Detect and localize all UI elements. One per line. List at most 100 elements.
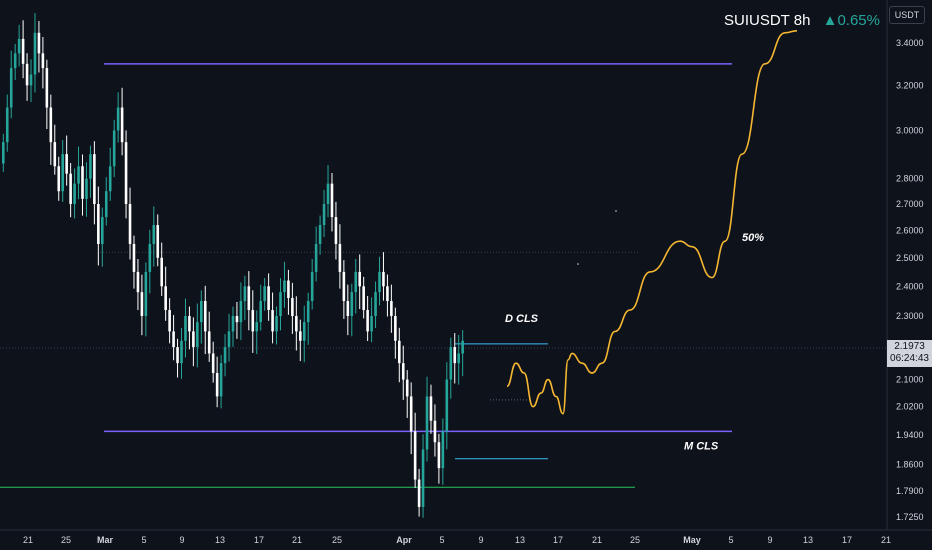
candle: [267, 286, 270, 310]
candle: [57, 166, 61, 192]
candle: [433, 420, 437, 443]
candle: [409, 396, 413, 432]
candle: [2, 142, 5, 164]
candle: [231, 316, 235, 332]
price-tick-label: 3.0000: [896, 125, 924, 135]
change-percent: 0.65%: [837, 12, 880, 29]
time-tick-label: 21: [881, 535, 891, 545]
candle: [192, 331, 195, 348]
last-price: 2.1973: [894, 341, 925, 352]
candle: [124, 142, 128, 205]
price-tick-label: 1.8600: [896, 459, 924, 469]
candle: [366, 309, 369, 332]
candle: [461, 340, 464, 354]
candle: [306, 301, 310, 323]
candle: [318, 225, 322, 244]
time-tick-label: 25: [61, 535, 71, 545]
last-price-badge: 2.1973 06:24:43: [887, 340, 932, 367]
candle: [283, 280, 286, 293]
candle: [41, 53, 45, 69]
candle: [176, 347, 179, 364]
candle: [374, 292, 377, 317]
candle: [235, 316, 239, 323]
time-tick-label: 21: [23, 535, 33, 545]
candle: [346, 301, 350, 317]
candle: [172, 331, 175, 348]
candle: [108, 166, 112, 192]
candle: [314, 243, 318, 272]
candle: [247, 286, 251, 310]
candle: [287, 280, 290, 299]
candle: [85, 178, 88, 199]
marker-dot: [615, 210, 617, 212]
time-tick-label: 9: [179, 535, 184, 545]
price-tick-label: 2.0200: [896, 402, 924, 412]
candle: [13, 53, 17, 69]
time-tick-label: 9: [478, 535, 483, 545]
candle: [112, 130, 116, 167]
time-tick-label: 5: [141, 535, 146, 545]
candle: [421, 449, 425, 507]
candle: [239, 301, 243, 323]
time-tick-label: May: [683, 535, 701, 545]
candle: [354, 271, 358, 293]
candle: [17, 38, 21, 54]
candle: [21, 38, 25, 64]
candle: [9, 68, 13, 108]
candle: [279, 292, 282, 317]
candle: [358, 271, 361, 287]
candle: [386, 286, 389, 302]
price-tick-label: 2.5000: [896, 253, 924, 263]
price-tick-label: 2.1000: [896, 375, 924, 385]
candle: [184, 316, 187, 341]
candle: [275, 316, 278, 332]
candle: [251, 309, 255, 332]
candle: [116, 107, 120, 131]
price-tick-label: 2.8000: [896, 174, 924, 184]
time-tick-label: 21: [592, 535, 602, 545]
candle: [77, 166, 80, 184]
candle: [322, 204, 326, 226]
price-tick-label: 2.6000: [896, 225, 924, 235]
annotation-label: M CLS: [684, 441, 719, 453]
annotation-label: 50%: [742, 232, 764, 244]
candle: [227, 331, 231, 348]
time-tick-label: 5: [728, 535, 733, 545]
time-tick-label: 5: [439, 535, 444, 545]
projection-curve: [506, 29, 798, 415]
time-tick-label: 17: [553, 535, 563, 545]
candle: [144, 271, 148, 317]
candle: [188, 316, 191, 332]
candle: [93, 154, 96, 205]
candle: [401, 363, 405, 380]
candle: [45, 68, 49, 108]
level-lines[interactable]: [0, 63, 732, 488]
time-tick-label: 17: [842, 535, 852, 545]
time-tick-label: 9: [767, 535, 772, 545]
candle: [394, 316, 397, 341]
time-tick-label: 13: [515, 535, 525, 545]
candle: [196, 322, 199, 348]
symbol-header: SUIUSDT 8h ▲0.65%: [724, 12, 880, 29]
candle: [128, 204, 132, 244]
candle: [457, 353, 460, 364]
currency-badge[interactable]: USDT: [889, 6, 925, 24]
candle: [219, 363, 223, 397]
price-tick-label: 2.4000: [896, 281, 924, 291]
time-axis[interactable]: 21 25 Mar 5 9 13 17 21 25 Apr 5 9 13 17 21 25 May 5 9 13 17 2…: [23, 535, 891, 545]
interval-label: 8h: [793, 12, 811, 29]
candle: [140, 292, 144, 317]
candle: [417, 479, 421, 507]
price-tick-label: 2.7000: [896, 199, 924, 209]
symbol-name: SUIUSDT: [723, 12, 790, 29]
price-tick-label: 1.7900: [896, 486, 924, 496]
time-tick-label: Mar: [97, 535, 114, 545]
candle: [203, 301, 207, 332]
price-axis[interactable]: 3.4000 3.2000 3.0000 2.8000 2.7000 2.6000 2.50…: [896, 38, 924, 522]
candle: [334, 217, 338, 244]
candle: [61, 154, 64, 192]
change-indicator: ▲0.65%: [823, 12, 880, 29]
price-tick-label: 3.4000: [896, 38, 924, 48]
price-tick-label: 1.7250: [896, 512, 924, 522]
